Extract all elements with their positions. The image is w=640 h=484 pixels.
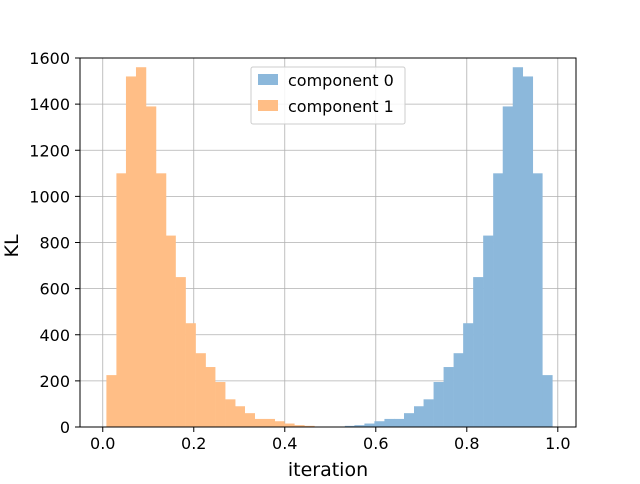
bar-component-0	[433, 382, 444, 427]
y-tick-label: 1200	[29, 141, 70, 160]
bar-component-0	[403, 413, 415, 427]
bar-component-1	[284, 423, 295, 427]
bar-component-0	[532, 173, 543, 427]
bar-component-1	[304, 425, 315, 427]
bar-component-0	[493, 173, 504, 427]
bar-component-0	[512, 67, 524, 427]
bar-component-0	[364, 423, 375, 427]
bar-component-1	[175, 277, 186, 427]
bar-component-0	[542, 375, 553, 427]
bar-component-1	[234, 406, 245, 427]
bar-component-0	[354, 425, 365, 427]
bar-component-1	[294, 425, 305, 427]
bar-component-0	[463, 323, 474, 427]
bar-component-1	[125, 76, 137, 427]
bar-component-0	[443, 367, 454, 427]
legend-swatch-component-0	[258, 74, 278, 85]
bar-component-0	[522, 76, 534, 427]
bar-component-1	[244, 413, 256, 427]
y-tick-label: 0	[60, 418, 70, 437]
y-tick-label: 600	[39, 280, 70, 299]
bar-component-0	[374, 421, 385, 427]
bar-component-1	[195, 353, 206, 427]
y-tick-label: 800	[39, 234, 70, 253]
bar-component-1	[205, 367, 216, 427]
bar-component-0	[453, 353, 464, 427]
bar-component-1	[274, 421, 285, 427]
bar-component-0	[344, 425, 356, 427]
bar-component-0	[473, 277, 484, 427]
bar-component-1	[254, 418, 266, 427]
bar-component-1	[116, 173, 127, 427]
x-axis-ticks: 0.0 0.2 0.4 0.6 0.8 1.0	[90, 427, 571, 453]
bar-component-1	[264, 418, 276, 427]
legend-label-component-0: component 0	[288, 71, 394, 90]
y-axis-ticks: 0 200 400 600 800 1000 1200 1400 1600	[29, 49, 80, 437]
y-tick-label: 400	[39, 326, 70, 345]
bar-component-1	[165, 235, 176, 427]
bar-component-0	[502, 106, 514, 428]
legend-label-component-1: component 1	[288, 97, 394, 116]
x-tick-label: 0.0	[90, 434, 115, 453]
bar-component-0	[483, 235, 494, 427]
bar-component-1	[106, 375, 117, 427]
x-tick-label: 0.8	[454, 434, 479, 453]
legend-frame	[250, 66, 406, 125]
y-tick-label: 200	[39, 372, 70, 391]
x-tick-label: 1.0	[545, 434, 570, 453]
bar-component-1	[135, 67, 147, 427]
histogram-bars	[106, 67, 553, 428]
legend: component 0 component 1	[250, 66, 406, 125]
bar-component-0	[393, 418, 405, 427]
x-tick-label: 0.2	[181, 434, 206, 453]
bar-component-1	[145, 106, 157, 428]
bar-component-1	[225, 399, 236, 427]
y-axis-label: KL	[1, 234, 23, 257]
y-tick-label: 1000	[29, 187, 70, 206]
y-tick-label: 1400	[29, 95, 70, 114]
bar-component-1	[215, 382, 226, 427]
y-tick-label: 1600	[29, 49, 70, 68]
bar-component-0	[384, 418, 395, 427]
x-tick-label: 0.6	[363, 434, 388, 453]
bar-component-0	[414, 406, 425, 427]
x-tick-label: 0.4	[272, 434, 297, 453]
bar-component-1	[155, 173, 167, 427]
bar-component-1	[185, 323, 196, 427]
legend-swatch-component-1	[258, 100, 278, 111]
x-axis-label: iteration	[288, 459, 368, 480]
bar-component-0	[423, 399, 434, 427]
